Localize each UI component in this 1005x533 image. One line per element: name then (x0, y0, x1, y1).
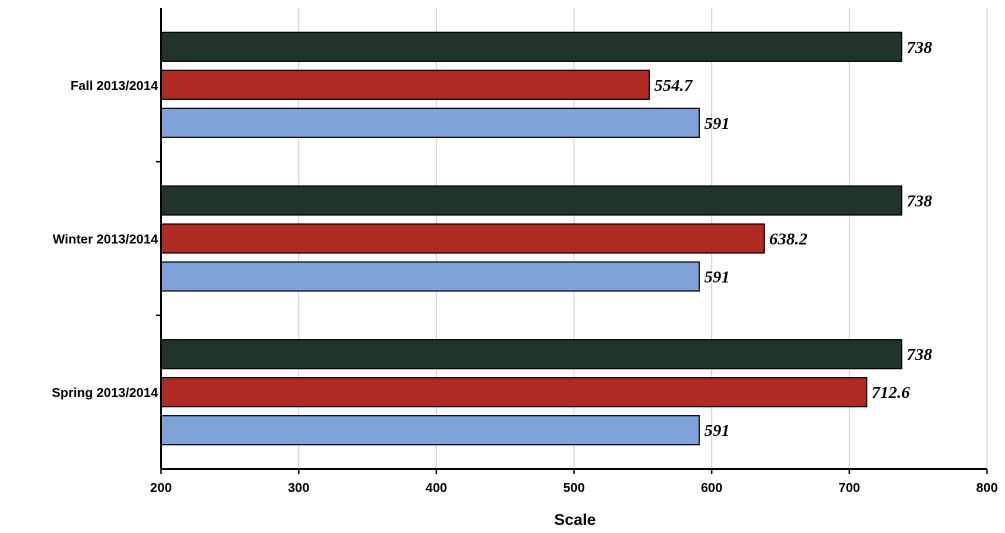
bar (160, 69, 650, 100)
bars (160, 31, 903, 446)
data-label: 591 (704, 421, 730, 440)
x-tick-label: 800 (976, 480, 998, 495)
x-tick-label: 200 (150, 480, 172, 495)
category-label: Spring 2013/2014 (52, 385, 159, 400)
data-label: 738 (907, 345, 933, 364)
x-tick-label: 500 (563, 480, 585, 495)
bar (160, 107, 700, 138)
data-label: 738 (907, 38, 933, 57)
category-label: Winter 2013/2014 (53, 232, 159, 247)
axes (156, 8, 988, 474)
bar (160, 339, 903, 370)
bar (160, 377, 868, 408)
x-tick-label: 300 (288, 480, 310, 495)
x-tick-label: 400 (425, 480, 447, 495)
bar (160, 415, 700, 446)
data-label: 738 (907, 192, 933, 211)
data-label: 591 (704, 268, 730, 287)
bar (160, 261, 700, 292)
labels: 200 300 400 500 600 700 800 Fall 2013/2014 738 55… (52, 38, 998, 495)
x-tick-label: 700 (838, 480, 860, 495)
data-label: 638.2 (769, 230, 808, 249)
data-label: 712.6 (872, 383, 911, 402)
data-label: 591 (704, 114, 730, 133)
category-label: Fall 2013/2014 (71, 78, 159, 93)
data-label: 554.7 (654, 76, 694, 95)
x-axis-title: Scale (554, 512, 596, 529)
x-tick-label: 600 (701, 480, 723, 495)
bar (160, 185, 903, 216)
bar (160, 223, 765, 254)
bar (160, 31, 903, 62)
